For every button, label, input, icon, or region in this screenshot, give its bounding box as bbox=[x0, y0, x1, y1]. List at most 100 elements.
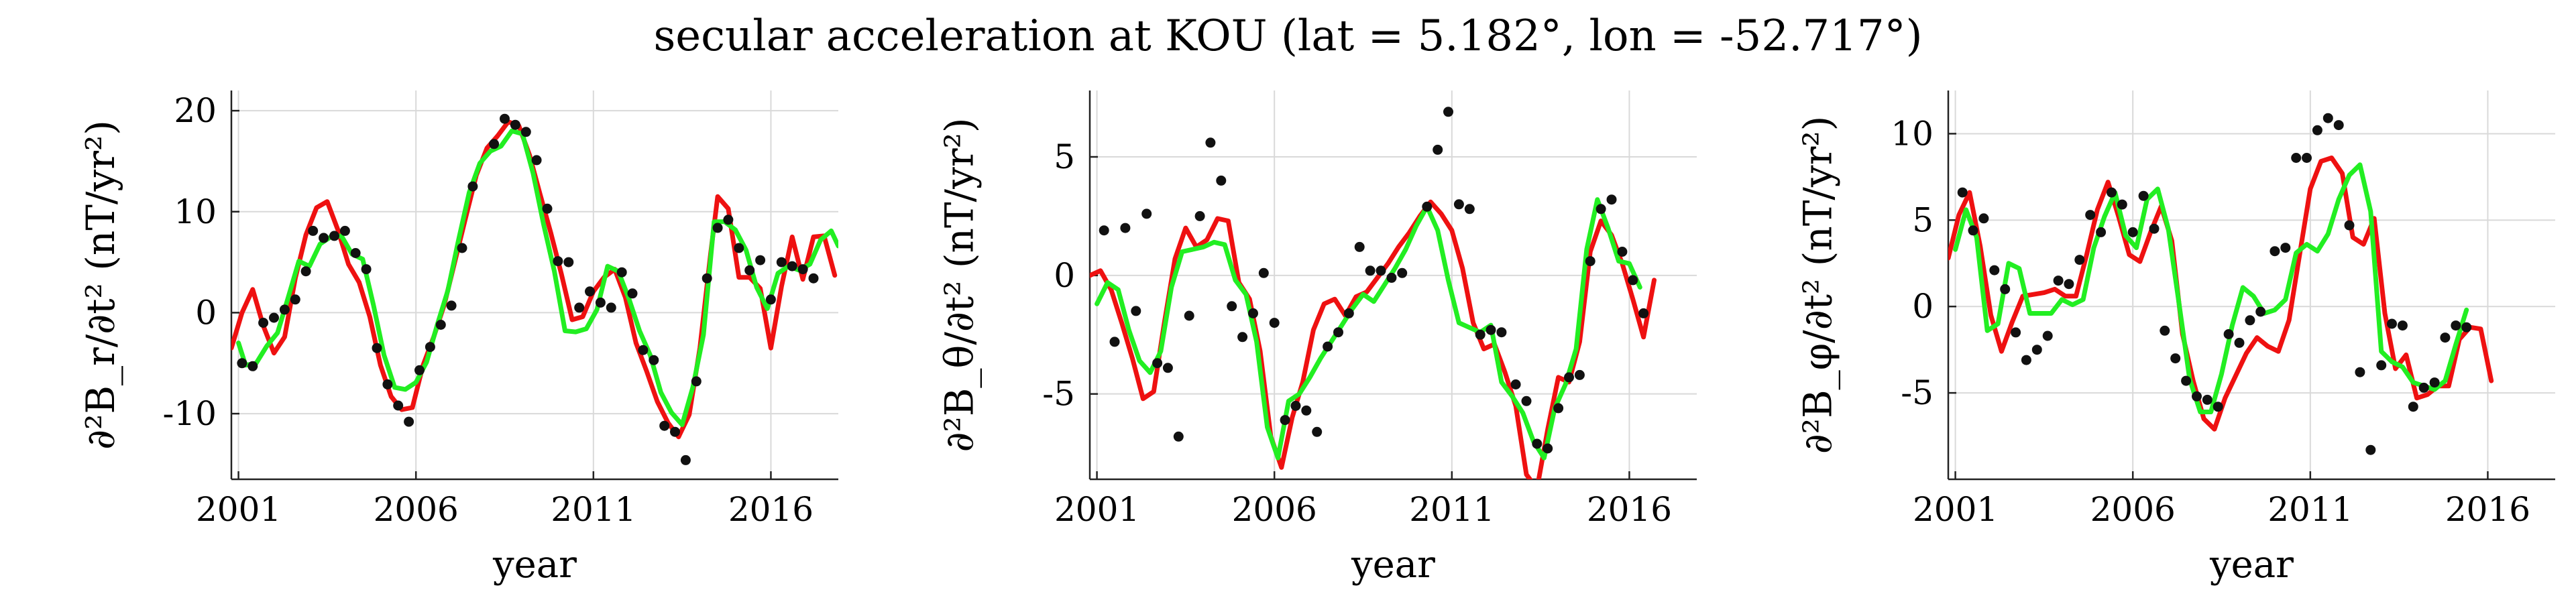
data-point bbox=[1354, 241, 1365, 252]
panel-radial: ∂²B_r/∂t² (nT/yr²) year 2001 2006 2011 2016… bbox=[0, 0, 858, 605]
data-point bbox=[1464, 204, 1475, 215]
plot-area bbox=[1948, 113, 2494, 455]
red-series-line bbox=[1948, 156, 2494, 432]
data-point bbox=[2461, 322, 2472, 332]
data-point bbox=[1248, 308, 1258, 318]
data-point bbox=[1978, 213, 1989, 224]
green-series-line bbox=[1953, 162, 2469, 414]
data-point bbox=[1564, 372, 1574, 383]
data-point bbox=[1475, 329, 1486, 340]
x-axis-label: year bbox=[1351, 543, 1435, 587]
data-point bbox=[2021, 355, 2031, 365]
data-point bbox=[361, 264, 372, 275]
data-point bbox=[510, 119, 520, 130]
data-point bbox=[2074, 255, 2085, 265]
data-point bbox=[723, 215, 734, 225]
data-point bbox=[1510, 379, 1521, 389]
data-point bbox=[627, 288, 638, 299]
data-point bbox=[1258, 267, 1269, 278]
data-point bbox=[2127, 227, 2138, 237]
data-point bbox=[339, 225, 350, 236]
data-point bbox=[435, 320, 446, 330]
data-point bbox=[1099, 225, 1109, 236]
data-point bbox=[1521, 396, 1532, 406]
data-point bbox=[1323, 341, 1333, 352]
chart-theta: 2001 2006 2011 2016 -5 0 5 bbox=[1042, 90, 1697, 529]
data-point bbox=[2064, 279, 2074, 290]
x-tick-label: 2001 bbox=[1913, 490, 1998, 529]
data-point bbox=[1205, 137, 1216, 148]
data-point bbox=[1606, 194, 1617, 205]
x-tick-label: 2016 bbox=[728, 490, 814, 529]
plot-area bbox=[231, 113, 838, 465]
data-point bbox=[1532, 438, 1543, 449]
data-point bbox=[1120, 223, 1131, 233]
data-point bbox=[1628, 275, 1638, 286]
panel-phi: ∂²B_φ/∂t² (nT/yr²) year 2001 2006 2011 2016… bbox=[1717, 0, 2575, 605]
data-point bbox=[2170, 353, 2181, 364]
data-point bbox=[382, 379, 393, 389]
x-axis-label: year bbox=[2210, 543, 2294, 587]
data-point bbox=[606, 302, 616, 313]
x-tick-label: 2016 bbox=[1587, 490, 1672, 529]
data-point bbox=[2107, 187, 2117, 198]
data-point bbox=[1269, 318, 1280, 328]
x-tick-label: 2011 bbox=[1409, 490, 1494, 529]
data-point bbox=[1957, 187, 1968, 198]
data-point bbox=[755, 255, 766, 265]
data-point bbox=[1386, 272, 1397, 283]
data-point bbox=[446, 300, 457, 311]
x-tick-label: 2006 bbox=[2090, 490, 2176, 529]
data-point bbox=[2365, 444, 2376, 455]
data-point bbox=[1574, 369, 1585, 380]
data-point bbox=[744, 265, 755, 276]
data-point bbox=[2031, 345, 2042, 355]
data-point bbox=[1968, 225, 1978, 236]
data-point bbox=[595, 297, 606, 308]
data-point bbox=[329, 231, 339, 241]
y-tick-label: 10 bbox=[174, 192, 217, 231]
data-point bbox=[1162, 363, 1173, 373]
data-point bbox=[585, 286, 595, 297]
data-point bbox=[2245, 315, 2255, 326]
data-point bbox=[776, 257, 787, 267]
data-point bbox=[2042, 330, 2053, 341]
data-point bbox=[1989, 265, 2000, 276]
data-point bbox=[702, 273, 712, 284]
data-point bbox=[1227, 301, 1237, 312]
data-point bbox=[1141, 208, 1152, 219]
y-tick-label: 10 bbox=[1891, 114, 1934, 153]
data-point bbox=[1453, 199, 1464, 210]
x-tick-label: 2006 bbox=[1232, 490, 1317, 529]
data-point bbox=[500, 113, 510, 124]
y-axis-label: ∂²B_r/∂t² (nT/yr²) bbox=[77, 120, 123, 450]
data-point bbox=[2408, 402, 2418, 412]
data-point bbox=[1376, 265, 1386, 276]
data-point bbox=[1173, 431, 1184, 442]
y-tick-label: -10 bbox=[162, 394, 217, 433]
data-point bbox=[290, 294, 300, 305]
data-point bbox=[659, 420, 670, 431]
data-point bbox=[1595, 204, 1606, 215]
data-point bbox=[237, 358, 247, 369]
y-tick-label: -5 bbox=[1042, 375, 1075, 414]
data-point bbox=[553, 256, 563, 267]
data-point bbox=[1543, 443, 1553, 454]
data-point bbox=[1109, 337, 1120, 347]
data-point bbox=[1553, 403, 1564, 414]
data-point bbox=[712, 223, 723, 233]
data-point bbox=[1312, 426, 1323, 437]
x-tick-label: 2001 bbox=[1054, 490, 1139, 529]
data-point bbox=[2429, 377, 2440, 388]
data-point bbox=[542, 203, 553, 214]
y-tick-label: 0 bbox=[195, 293, 217, 332]
data-point bbox=[489, 139, 500, 149]
data-point bbox=[258, 318, 269, 328]
data-point bbox=[808, 273, 819, 284]
data-point bbox=[2440, 332, 2451, 343]
data-point bbox=[797, 264, 808, 275]
data-point bbox=[2312, 125, 2322, 135]
data-point bbox=[1131, 306, 1141, 316]
data-point bbox=[2202, 394, 2213, 405]
